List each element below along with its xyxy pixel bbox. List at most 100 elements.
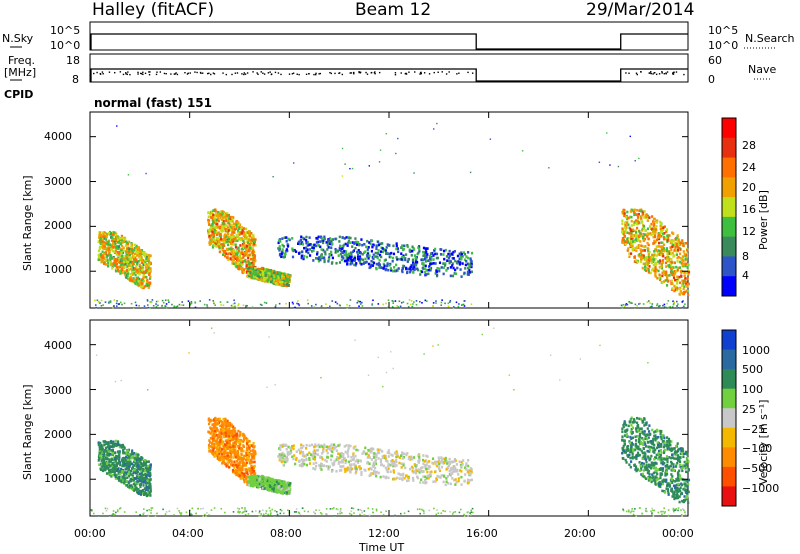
power-echo — [454, 259, 457, 263]
velocity-echo — [141, 492, 144, 495]
power-echo — [109, 258, 112, 261]
power-echo — [464, 267, 467, 270]
power-ground-scatter — [638, 303, 640, 305]
power-echo — [135, 264, 138, 268]
power-echo — [235, 233, 238, 237]
power-echo — [421, 270, 424, 274]
power-echo — [133, 243, 137, 247]
power-echo — [626, 220, 629, 224]
power-echo — [212, 236, 215, 239]
nave-point — [267, 72, 270, 74]
power-echo — [625, 221, 628, 225]
power-echo — [233, 231, 236, 234]
velocity-echo — [226, 423, 229, 427]
power-echo — [628, 232, 631, 235]
power-echo — [629, 227, 632, 231]
power-sparse — [368, 165, 370, 167]
power-echo — [325, 241, 328, 244]
power-echo — [621, 240, 625, 244]
velocity-echo — [147, 486, 150, 490]
power-echo — [235, 255, 238, 259]
velocity-echo — [130, 462, 134, 466]
power-ground-scatter — [157, 304, 159, 307]
power-echo — [401, 267, 404, 270]
velocity-echo — [149, 478, 152, 482]
power-echo — [103, 231, 106, 234]
velocity-echo — [114, 467, 118, 471]
power-echo — [637, 234, 640, 238]
power-echo — [231, 232, 234, 236]
power-echo — [279, 274, 283, 278]
nave-point — [108, 71, 111, 73]
power-echo — [254, 238, 257, 241]
power-ground-scatter — [155, 303, 157, 305]
power-echo — [277, 271, 280, 274]
power-echo — [633, 248, 636, 252]
power-echo — [126, 272, 130, 275]
nave-point — [114, 71, 116, 74]
power-ground-scatter — [361, 305, 364, 307]
power-echo — [409, 270, 412, 274]
cpid-label: CPID — [4, 88, 34, 101]
velocity-echo — [102, 464, 105, 468]
power-echo — [239, 238, 242, 241]
power-echo — [640, 250, 643, 253]
velocity-echo — [117, 458, 121, 462]
power-echo — [225, 240, 229, 244]
power-echo — [231, 226, 234, 229]
power-echo — [340, 255, 344, 258]
power-echo — [281, 237, 284, 240]
power-echo — [406, 260, 409, 263]
velocity-echo — [209, 420, 212, 423]
power-echo — [647, 268, 650, 272]
power-echo — [122, 246, 125, 250]
power-echo — [132, 277, 135, 280]
power-echo — [446, 266, 449, 270]
nave-point — [329, 71, 331, 74]
power-echo — [299, 238, 303, 242]
power-echo — [376, 256, 379, 260]
power-echo — [120, 249, 124, 252]
power-echo — [135, 244, 138, 248]
power-echo — [266, 269, 269, 272]
power-ground-scatter — [149, 307, 151, 309]
nave-point — [196, 71, 198, 74]
power-sparse — [606, 132, 608, 134]
nave-point — [419, 71, 422, 74]
power-ground-scatter — [336, 302, 339, 305]
power-echo — [117, 256, 120, 260]
power-echo — [252, 263, 255, 267]
velocity-echo — [237, 463, 240, 467]
power-ground-scatter — [119, 301, 122, 304]
nave-point — [423, 72, 426, 74]
power-echo — [334, 237, 337, 241]
power-echo — [217, 242, 221, 246]
power-echo — [640, 215, 643, 218]
power-ground-scatter — [377, 303, 380, 305]
power-echo — [251, 235, 254, 238]
power-echo — [316, 251, 319, 254]
power-ground-scatter — [470, 303, 473, 306]
power-echo — [148, 281, 151, 284]
power-echo — [330, 253, 333, 257]
power-echo — [635, 208, 639, 212]
power-echo — [207, 232, 210, 235]
power-echo — [247, 270, 250, 274]
power-echo — [430, 255, 433, 259]
power-ground-scatter — [259, 303, 262, 306]
power-echo — [657, 245, 660, 248]
power-echo — [621, 227, 624, 231]
power-echo — [681, 258, 684, 261]
power-echo — [240, 227, 243, 230]
power-echo — [656, 276, 659, 280]
power-echo — [219, 212, 223, 216]
power-echo — [388, 264, 391, 267]
power-echo — [230, 242, 233, 246]
power-echo — [682, 279, 685, 283]
power-echo — [402, 254, 405, 258]
velocity-echo — [115, 464, 119, 468]
power-echo — [643, 233, 646, 236]
power-echo — [275, 280, 278, 284]
power-echo — [459, 268, 462, 271]
velocity-echo — [252, 441, 255, 445]
